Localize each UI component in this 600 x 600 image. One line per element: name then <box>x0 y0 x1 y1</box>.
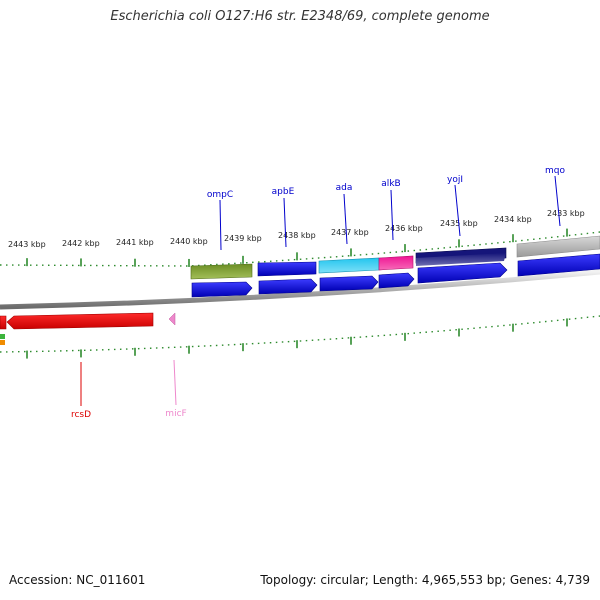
feature-track-upper <box>190 235 600 280</box>
tick-label: 2443 kbp <box>8 240 46 249</box>
gene-label-mqo[interactable]: mqo <box>545 166 565 176</box>
forward-gene-track <box>191 253 600 298</box>
major-ticks-lower <box>26 318 568 359</box>
tick-label: 2433 kbp <box>547 209 585 218</box>
tick-label: 2440 kbp <box>170 237 208 246</box>
leader-yojI <box>454 184 461 237</box>
gene-label-ada[interactable]: ada <box>336 183 353 193</box>
gene-arrow-rcsD-prev[interactable] <box>0 315 7 330</box>
gene-label-rcsD[interactable]: rcsD <box>71 410 91 420</box>
gene-arrow-rcsD[interactable] <box>6 312 154 330</box>
tick-label: 2442 kbp <box>62 239 100 248</box>
feature-yojI-lower <box>416 253 506 266</box>
genome-backbone <box>0 269 600 310</box>
major-ticks-upper <box>26 228 568 267</box>
gene-arrow-alkB[interactable] <box>378 272 415 289</box>
gene-arrow-mqo[interactable] <box>517 253 600 277</box>
inner-tick-track <box>0 315 600 353</box>
feature-alkB[interactable] <box>378 255 414 271</box>
accession-text: Accession: NC_011601 <box>9 573 146 587</box>
leader-ada <box>343 193 348 245</box>
gene-arrow-yojI[interactable] <box>417 262 508 284</box>
gene-label-layer: ompC apbE ada alkB yojI mqo rcsD micF <box>71 166 566 420</box>
tick-label: 2437 kbp <box>331 228 369 237</box>
leader-micF <box>173 359 177 406</box>
reverse-gene-track <box>0 312 176 345</box>
feature-orange-marker <box>0 340 5 345</box>
gene-label-yojI[interactable]: yojI <box>447 175 463 185</box>
gene-arrow-ompC[interactable] <box>191 281 253 298</box>
leader-ompC <box>219 199 222 251</box>
leader-apbE <box>283 197 287 248</box>
feature-green-marker <box>0 334 5 339</box>
gene-label-ompC[interactable]: ompC <box>207 190 233 200</box>
gene-label-apbE[interactable]: apbE <box>272 187 295 197</box>
gene-arrow-apbE[interactable] <box>258 278 318 295</box>
tick-label: 2434 kbp <box>494 215 532 224</box>
tick-label: 2438 kbp <box>278 231 316 240</box>
gene-label-micF[interactable]: micF <box>165 409 186 419</box>
tick-label: 2441 kbp <box>116 238 154 247</box>
gene-arrow-micF[interactable] <box>168 312 176 326</box>
feature-apbE[interactable] <box>257 261 317 277</box>
feature-mqo[interactable] <box>516 235 600 258</box>
map-title: Escherichia coli O127:H6 str. E2348/69, … <box>110 9 490 24</box>
leader-alkB <box>390 189 394 241</box>
genome-summary-text: Topology: circular; Length: 4,965,553 bp… <box>260 573 590 587</box>
leader-mqo <box>554 175 561 227</box>
gene-label-alkB[interactable]: alkB <box>381 179 400 189</box>
feature-ompC[interactable] <box>190 263 253 280</box>
gene-arrow-ada[interactable] <box>319 275 379 292</box>
feature-ada[interactable] <box>318 257 380 274</box>
tick-label: 2436 kbp <box>385 224 423 233</box>
outer-tick-track <box>0 231 600 267</box>
tick-label: 2439 kbp <box>224 234 262 243</box>
